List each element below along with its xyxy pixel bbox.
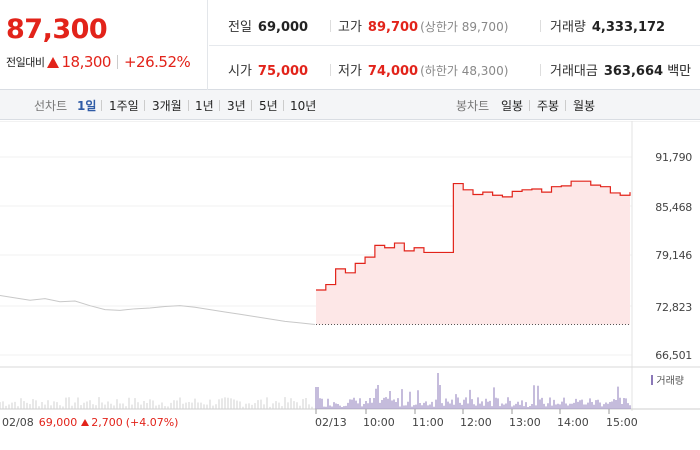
stat-value: 4,333,172 [591, 20, 666, 35]
period-1d[interactable]: 1일 [77, 99, 97, 113]
up-triangle-icon [47, 56, 60, 68]
header-row-divider [209, 45, 700, 46]
change-percent: +26.52% [123, 53, 191, 71]
candle-daily[interactable]: 일봉 [501, 99, 524, 113]
period-5y[interactable]: 5년 [259, 99, 278, 113]
period-1w[interactable]: 1주일 [109, 99, 139, 113]
toolbar-divider [188, 100, 189, 111]
today-price-line [316, 180, 631, 291]
y-tick-label: 66,501 [655, 349, 692, 362]
change-row: 전일대비 18,300 +26.52% [6, 53, 191, 71]
period-1y[interactable]: 1년 [195, 99, 214, 113]
stat-label: 고가 [338, 20, 362, 35]
change-divider [116, 55, 118, 69]
stat-sub: (하한가 48,300) [420, 64, 509, 78]
current-price: 87,300 [6, 14, 108, 45]
quote-header: 87,300 전일대비 18,300 +26.52% 전일 69,000 고가 89… [0, 0, 700, 90]
x-tick-label: 02/13 [315, 416, 347, 429]
volume-legend: 거래량 [651, 372, 684, 387]
stat-volume: 거래량 4,333,172 [550, 16, 665, 35]
x-tick-label: 10:00 [363, 416, 395, 429]
y-tick-label: 79,146 [655, 249, 692, 262]
stat-unit: 백만 [667, 64, 692, 79]
prev-day-line [0, 295, 316, 325]
x-tick-label: 15:00 [606, 416, 638, 429]
candle-monthly[interactable]: 월봉 [573, 99, 596, 113]
period-3y[interactable]: 3년 [227, 99, 246, 113]
today-area-fill [316, 181, 630, 325]
stat-label: 전일 [228, 20, 252, 35]
volume-swatch [651, 374, 654, 385]
stat-value: 89,700 [367, 20, 419, 35]
stat-value: 75,000 [257, 64, 309, 79]
prev-day-price: 69,000 [38, 416, 78, 429]
toolbar-divider [101, 100, 102, 111]
y-tick-label: 85,468 [655, 201, 692, 214]
change-label: 전일대비 [6, 56, 45, 69]
stat-low: 저가 74,000 (하한가 48,300) [338, 60, 508, 79]
stat-sub: (상한가 89,700) [420, 20, 509, 34]
stat-divider [540, 20, 541, 32]
toolbar-divider [251, 100, 252, 111]
toolbar-divider [565, 100, 566, 111]
volume-legend-label: 거래량 [656, 376, 684, 387]
stat-value: 69,000 [257, 20, 309, 35]
y-tick-label: 91,790 [655, 151, 692, 164]
stat-value: 74,000 [367, 64, 419, 79]
stat-divider [540, 64, 541, 76]
up-triangle-icon [81, 419, 90, 426]
toolbar-divider [529, 100, 530, 111]
stat-divider [330, 64, 331, 76]
prev-day-change: 2,700 [91, 416, 123, 429]
period-3m[interactable]: 3개월 [152, 99, 182, 113]
stat-value: 363,664 [603, 64, 664, 79]
stat-trade-value: 거래대금 363,664 백만 [550, 60, 691, 79]
stat-label: 저가 [338, 64, 362, 79]
change-amount: 18,300 [61, 53, 111, 71]
toolbar-divider [283, 100, 284, 111]
toolbar-divider [219, 100, 220, 111]
stat-label: 거래량 [550, 20, 586, 35]
x-tick-label: 13:00 [509, 416, 541, 429]
chart-canvas [0, 121, 700, 414]
prev-day-pct: (+4.07%) [125, 416, 179, 429]
prev-day-summary: 02/08 69,000 2,700 (+4.07%) [2, 416, 178, 429]
candle-weekly[interactable]: 주봉 [537, 99, 560, 113]
period-10y[interactable]: 10년 [290, 99, 317, 113]
x-tick-label: 14:00 [557, 416, 589, 429]
stat-label: 거래대금 [550, 64, 598, 79]
stat-open: 시가 75,000 [228, 60, 308, 79]
stat-high: 고가 89,700 (상한가 89,700) [338, 16, 508, 35]
price-chart[interactable]: 91,790 85,468 79,146 72,823 66,501 거래량 0… [0, 121, 700, 450]
x-tick-label: 12:00 [460, 416, 492, 429]
stat-label: 시가 [228, 64, 252, 79]
stat-prev-close: 전일 69,000 [228, 16, 308, 35]
chart-toolbar: 선차트 1일 1주일 3개월 1년 3년 5년 10년 봉차트 일봉 주봉 월봉 [0, 90, 700, 120]
line-chart-label: 선차트 [34, 99, 68, 113]
y-tick-label: 72,823 [655, 301, 692, 314]
toolbar-divider [144, 100, 145, 111]
x-tick-label: 11:00 [412, 416, 444, 429]
prev-day-date: 02/08 [2, 416, 34, 429]
price-box: 87,300 전일대비 18,300 +26.52% [0, 0, 208, 90]
stat-divider [330, 20, 331, 32]
candle-chart-label: 봉차트 [456, 99, 490, 113]
